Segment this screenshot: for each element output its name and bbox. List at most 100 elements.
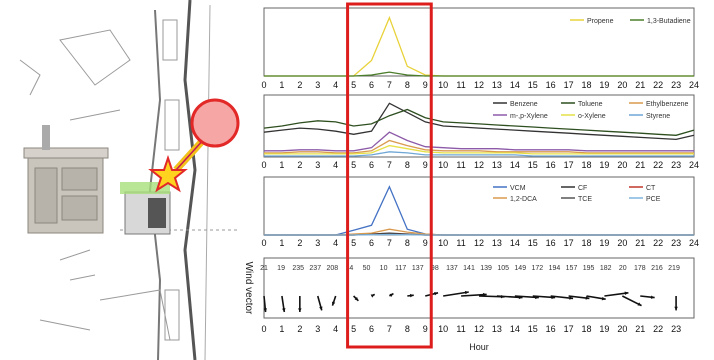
x-tick-label: 4 — [333, 160, 338, 170]
series-line — [264, 144, 694, 155]
x-tick-label: 19 — [599, 80, 609, 90]
plot-frame — [263, 176, 695, 236]
direction-label: 19 — [277, 265, 285, 272]
x-tick-label: 6 — [369, 324, 374, 334]
wind-arrow-head — [263, 308, 267, 312]
x-tick-label: 15 — [528, 238, 538, 248]
x-tick-label: 5 — [351, 324, 356, 334]
series-line — [263, 102, 695, 141]
x-tick-label: 14 — [510, 238, 520, 248]
highlight-window — [346, 2, 433, 349]
legend-entry: VCM — [510, 185, 526, 192]
x-tick-label: 17 — [564, 160, 574, 170]
wind-arrow — [532, 295, 556, 299]
direction-label: 194 — [549, 265, 561, 272]
direction-label: 14 — [346, 265, 354, 272]
series-line — [264, 139, 694, 154]
series-line — [264, 71, 694, 77]
x-tick-label: 22 — [653, 80, 663, 90]
x-tick-label: 3 — [315, 324, 320, 334]
wind-arrow-head — [585, 296, 590, 300]
x-tick-label: 17 — [564, 80, 574, 90]
series-line — [264, 233, 694, 236]
legend-entry: Toluene — [578, 101, 603, 108]
direction-label: 137 — [412, 265, 424, 272]
x-tick-label: 24 — [689, 160, 699, 170]
monitoring-station-icon — [120, 182, 171, 235]
x-tick-label: 8 — [405, 238, 410, 248]
direction-label: 178 — [634, 265, 646, 272]
x-tick-label: 3 — [315, 80, 320, 90]
wind-arrow-head — [319, 306, 323, 311]
direction-label: 157 — [566, 265, 578, 272]
legend-entry: 1,3-Butadiene — [647, 18, 691, 25]
direction-label: 182 — [600, 265, 612, 272]
x-tick-label: 10 — [438, 324, 448, 334]
plot-frame — [263, 257, 695, 319]
x-tick-label: 10 — [438, 238, 448, 248]
wind-arrow — [496, 295, 523, 299]
x-tick-label: 12 — [474, 80, 484, 90]
x-tick-label: 18 — [581, 238, 591, 248]
x-tick-label: 14 — [510, 160, 520, 170]
x-tick-label: 6 — [369, 160, 374, 170]
x-axis-label: Hour — [469, 342, 489, 352]
x-tick-label: 14 — [510, 80, 520, 90]
x-tick-label: 7 — [387, 238, 392, 248]
x-tick-label: 23 — [671, 324, 681, 334]
x-tick-label: 17 — [564, 238, 574, 248]
x-tick-label: 19 — [599, 324, 609, 334]
x-tick-label: 24 — [689, 80, 699, 90]
direction-label: 216 — [651, 265, 663, 272]
x-tick-label: 18 — [581, 324, 591, 334]
star-icon — [148, 154, 188, 193]
direction-label: 208 — [326, 265, 338, 272]
wind-arrow-head — [409, 293, 414, 298]
x-tick-label: 16 — [546, 160, 556, 170]
x-tick-label: 6 — [369, 80, 374, 90]
direction-label: 172 — [531, 265, 543, 272]
direction-label: 21 — [260, 265, 268, 272]
direction-label: 237 — [309, 265, 321, 272]
x-tick-label: 15 — [528, 80, 538, 90]
legend-entry: 1,2-DCA — [510, 196, 537, 203]
x-tick-label: 6 — [369, 238, 374, 248]
x-tick-label: 15 — [528, 324, 538, 334]
x-tick-label: 2 — [297, 238, 302, 248]
x-tick-label: 0 — [261, 80, 266, 90]
x-tick-label: 7 — [387, 324, 392, 334]
x-tick-label: 14 — [510, 324, 520, 334]
site-map-illustration — [0, 0, 258, 360]
wind-arrow — [443, 291, 469, 297]
wind-arrow-head — [389, 293, 394, 297]
x-tick-label: 4 — [333, 80, 338, 90]
x-tick-label: 16 — [546, 324, 556, 334]
x-tick-label: 11 — [456, 238, 465, 248]
x-tick-label: 23 — [671, 160, 681, 170]
wind-arrow-head — [650, 295, 655, 299]
x-tick-label: 4 — [333, 324, 338, 334]
legend-entry: Benzene — [510, 101, 538, 108]
x-tick-label: 20 — [617, 238, 627, 248]
x-tick-label: 7 — [387, 80, 392, 90]
series-line — [264, 151, 694, 157]
x-tick-label: 13 — [492, 160, 502, 170]
x-tick-label: 0 — [261, 160, 266, 170]
x-tick-label: 9 — [423, 80, 428, 90]
wind-arrow-head — [624, 291, 629, 296]
x-tick-label: 23 — [671, 80, 681, 90]
wind-arrow-head — [331, 301, 336, 306]
wind-arrow-head — [434, 291, 439, 296]
x-tick-label: 1 — [279, 324, 284, 334]
x-tick-label: 20 — [617, 160, 627, 170]
x-tick-label: 11 — [456, 324, 465, 334]
x-tick-label: 2 — [297, 80, 302, 90]
x-tick-label: 1 — [279, 238, 284, 248]
direction-label: 10 — [380, 265, 388, 272]
y-axis-label: Wind vector — [243, 262, 254, 315]
x-tick-label: 20 — [617, 80, 627, 90]
x-tick-label: 0 — [261, 238, 266, 248]
x-tick-label: 5 — [351, 80, 356, 90]
x-tick-label: 18 — [581, 80, 591, 90]
x-tick-label: 9 — [423, 160, 428, 170]
